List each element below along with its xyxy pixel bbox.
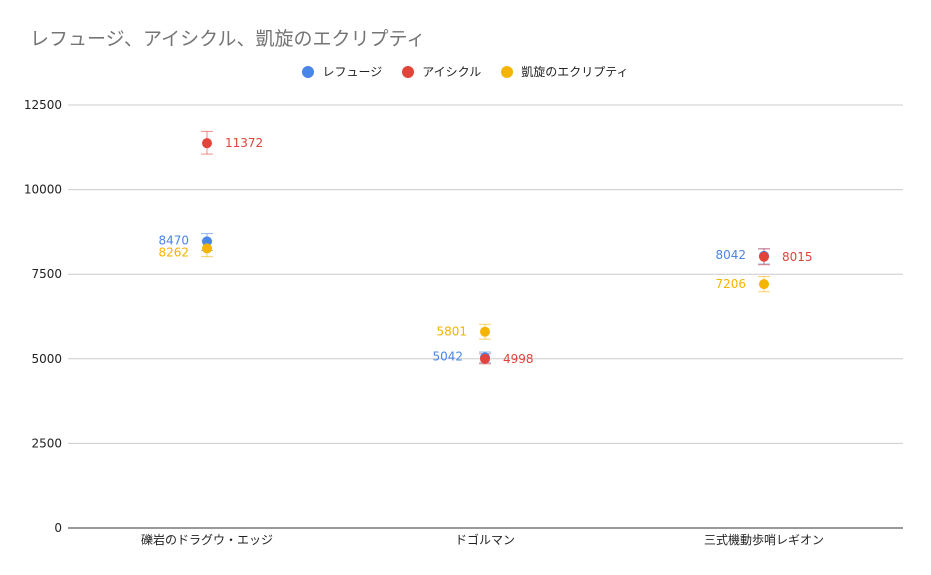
data-label: 11372	[225, 136, 263, 150]
data-point	[202, 243, 212, 254]
legend: レフュージ アイシクル 凱旋のエクリプティ	[0, 63, 931, 80]
data-point	[480, 353, 490, 364]
legend-dot-icon	[501, 65, 514, 78]
x-tick-label: 礫岩のドラグウ・エッジ	[141, 532, 273, 547]
data-point	[480, 326, 490, 337]
y-tick-label: 5000	[31, 352, 62, 366]
data-point	[202, 236, 212, 247]
legend-dot-icon	[302, 65, 315, 78]
data-point	[202, 138, 212, 149]
legend-item-series-3[interactable]: 凱旋のエクリプティ	[501, 63, 629, 80]
legend-label: レフュージ	[322, 65, 383, 79]
data-point	[759, 279, 769, 290]
y-tick-label: 0	[54, 521, 62, 535]
y-tick-label: 12500	[24, 98, 62, 112]
data-label: 8015	[782, 250, 813, 264]
legend-item-series-2[interactable]: アイシクル	[402, 63, 481, 80]
data-label: 5801	[436, 325, 467, 339]
data-label: 8470	[158, 233, 189, 247]
x-tick-label: 三式機動歩哨レギオン	[704, 532, 824, 547]
data-label: 5042	[432, 349, 463, 363]
data-label: 4998	[503, 352, 534, 366]
legend-dot-icon	[402, 65, 415, 78]
legend-label: アイシクル	[422, 65, 482, 79]
legend-label: 凱旋のエクリプティ	[521, 65, 629, 79]
y-tick-label: 10000	[24, 183, 62, 197]
legend-item-series-1[interactable]: レフュージ	[302, 63, 382, 80]
data-label: 8042	[715, 248, 746, 262]
y-tick-label: 7500	[31, 267, 62, 281]
data-label: 7206	[715, 277, 746, 291]
data-point	[759, 251, 769, 262]
y-tick-label: 2500	[31, 436, 62, 450]
x-tick-label: ドゴルマン	[455, 532, 515, 547]
chart-title: レフュージ、アイシクル、凱旋のエクリプティ	[30, 28, 426, 50]
data-label: 8262	[158, 245, 189, 259]
